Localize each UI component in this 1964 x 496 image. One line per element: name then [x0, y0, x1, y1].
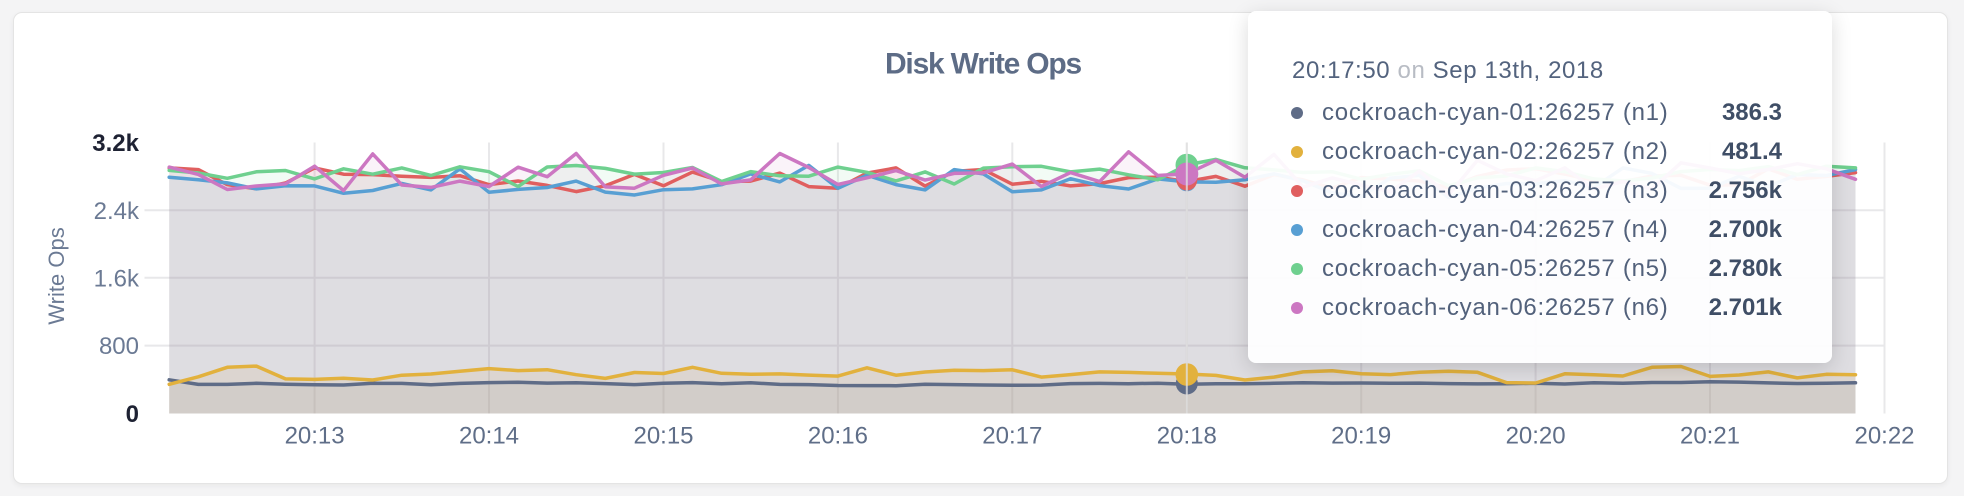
svg-text:20:13: 20:13: [285, 423, 345, 450]
svg-text:20:15: 20:15: [633, 423, 693, 450]
svg-text:0: 0: [126, 401, 139, 428]
svg-text:Write Ops: Write Ops: [44, 227, 69, 324]
svg-text:800: 800: [99, 333, 139, 360]
svg-text:20:21: 20:21: [1680, 423, 1740, 450]
svg-text:20:16: 20:16: [808, 423, 868, 450]
svg-text:20:17: 20:17: [982, 423, 1042, 450]
svg-text:1.6k: 1.6k: [94, 266, 140, 293]
svg-text:Disk Write Ops: Disk Write Ops: [885, 48, 1082, 81]
svg-text:2.4k: 2.4k: [94, 198, 140, 225]
svg-text:20:19: 20:19: [1331, 423, 1391, 450]
svg-text:20:14: 20:14: [459, 423, 519, 450]
svg-text:20:18: 20:18: [1157, 423, 1217, 450]
svg-text:20:20: 20:20: [1506, 423, 1566, 450]
svg-text:3.2k: 3.2k: [92, 130, 139, 157]
svg-text:20:22: 20:22: [1854, 423, 1914, 450]
